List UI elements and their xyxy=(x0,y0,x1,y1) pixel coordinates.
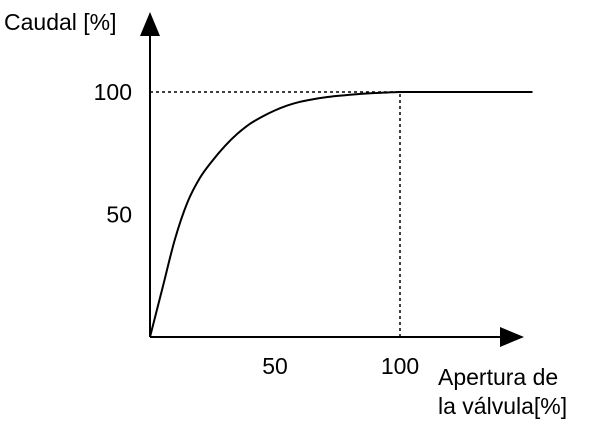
x-axis-arrow xyxy=(500,327,524,347)
series-layer xyxy=(150,92,533,337)
y-tick-label-50: 50 xyxy=(106,202,132,228)
x-axis-label-line-1: Apertura de xyxy=(438,364,558,390)
y-tick-label-100: 100 xyxy=(94,79,132,105)
reference-lines xyxy=(150,92,400,337)
tick-labels: 50 100 50 100 xyxy=(94,79,420,379)
series-line-0 xyxy=(150,92,533,337)
y-axis-arrow xyxy=(140,12,160,36)
y-axis-label: Caudal [%] xyxy=(4,9,117,35)
x-tick-label-50: 50 xyxy=(262,353,288,379)
x-tick-label-100: 100 xyxy=(381,353,419,379)
x-axis-label-line-2: la válvula[%] xyxy=(438,393,567,419)
